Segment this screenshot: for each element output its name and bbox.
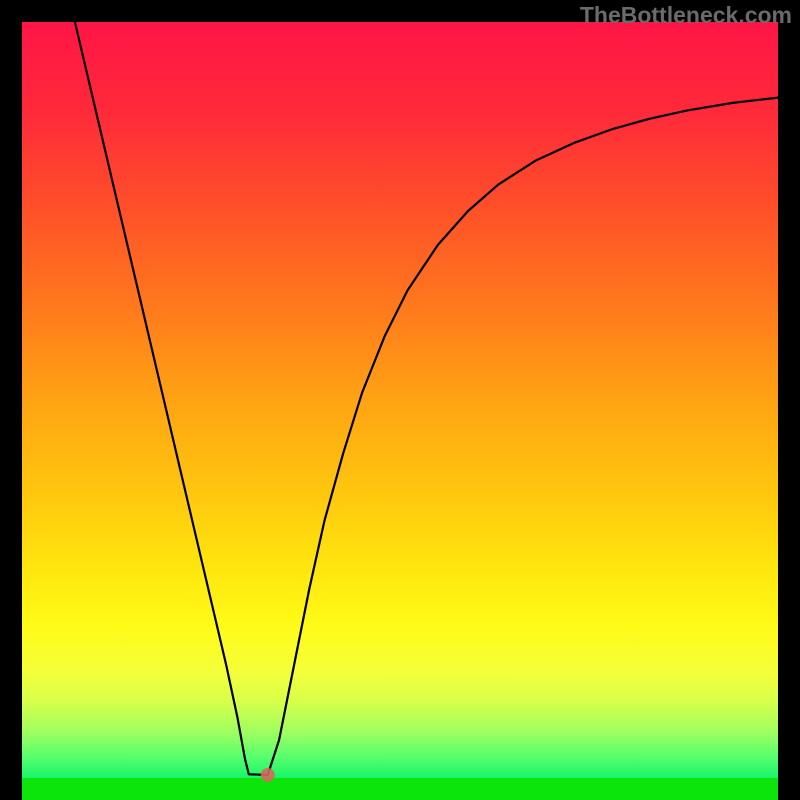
watermark-label: TheBottleneck.com — [580, 2, 792, 29]
frame-bottom — [22, 778, 778, 800]
plot-background — [22, 22, 778, 778]
bottleneck-chart: TheBottleneck.com — [0, 0, 800, 800]
chart-svg — [0, 0, 800, 800]
minimum-marker — [261, 768, 275, 782]
